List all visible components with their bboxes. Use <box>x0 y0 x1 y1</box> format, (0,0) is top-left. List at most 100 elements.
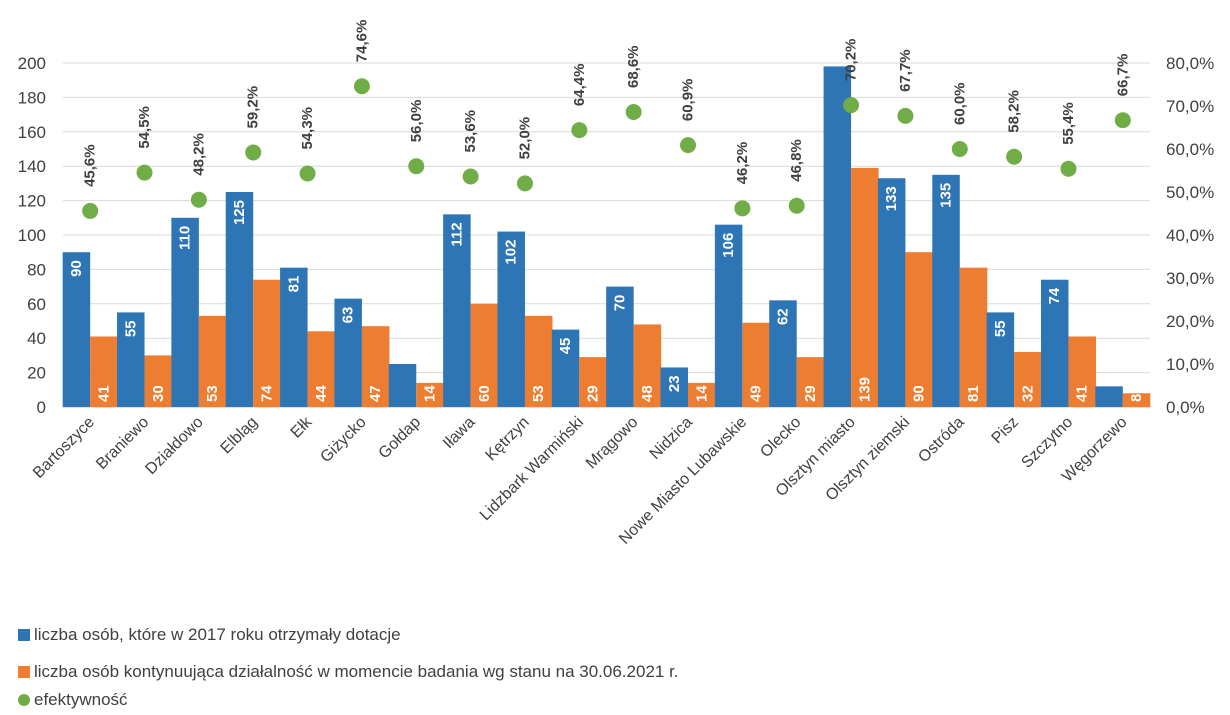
bar-label-kontynuacja: 32 <box>1019 385 1036 402</box>
bar-dotacje <box>660 367 689 407</box>
bar-dotacje <box>171 217 199 407</box>
point-label-efektywnosc: 45,6% <box>82 144 99 187</box>
bar-dotacje <box>334 298 362 407</box>
bar-dotacje <box>932 174 960 407</box>
y-right-tick-label: 20,0% <box>1166 312 1214 331</box>
bar-kontynuacja <box>579 357 607 407</box>
point-efektywnosc <box>951 141 968 157</box>
bar-kontynuacja <box>1122 393 1151 407</box>
point-label-efektywnosc: 68,6% <box>625 45 642 88</box>
category-label: Bartoszyce <box>30 414 98 482</box>
legend-label-dotacje: liczba osób, które w 2017 roku otrzymały… <box>34 625 401 644</box>
category-label: Szczytno <box>1018 414 1076 472</box>
bar-label-dotacje: 135 <box>938 183 955 208</box>
point-label-efektywnosc: 66,7% <box>1114 54 1131 97</box>
bar-label-kontynuacja: 74 <box>258 385 275 402</box>
point-label-efektywnosc: 52,0% <box>516 117 533 160</box>
bar-kontynuacja <box>633 324 662 407</box>
point-efektywnosc <box>843 97 860 114</box>
point-efektywnosc <box>1060 160 1077 177</box>
point-label-efektywnosc: 64,4% <box>571 64 588 107</box>
y-right-tick-label: 30,0% <box>1166 269 1214 288</box>
point-label-efektywnosc: 56,0% <box>408 100 425 143</box>
bar-kontynuacja <box>742 322 770 407</box>
bar-label-kontynuacja: 8 <box>1128 394 1145 402</box>
point-efektywnosc <box>353 78 370 95</box>
bar-dotacje <box>714 224 743 407</box>
bar-label-dotacje: 55 <box>992 320 1009 337</box>
bar-kontynuacja <box>144 355 173 407</box>
bar-label-dotacje: 70 <box>611 295 628 312</box>
bar-kontynuacja <box>1068 336 1096 407</box>
bar-dotacje <box>551 329 580 407</box>
point-label-efektywnosc: 54,5% <box>136 106 153 149</box>
bar-kontynuacja <box>688 382 716 407</box>
point-efektywnosc <box>680 137 697 154</box>
bar-label-kontynuacja: 139 <box>856 377 873 402</box>
bar-kontynuacja <box>198 315 227 407</box>
bar-kontynuacja <box>416 382 444 407</box>
bar-label-dotacje: 133 <box>883 186 900 211</box>
y-left-tick-label: 20 <box>27 364 46 383</box>
bar-label-kontynuacja: 53 <box>204 385 221 402</box>
bar-label-kontynuacja: 81 <box>965 385 982 402</box>
point-efektywnosc <box>245 144 262 161</box>
category-label: Gołdap <box>376 414 425 463</box>
bar-dotacje <box>606 286 634 407</box>
bar-label-dotacje: 125 <box>231 200 248 225</box>
y-right-tick-label: 40,0% <box>1166 226 1214 245</box>
bar-label-dotacje: 106 <box>720 233 737 258</box>
bar-dotacje <box>388 364 417 407</box>
point-label-efektywnosc: 46,8% <box>788 139 805 182</box>
bar-kontynuacja <box>253 279 281 407</box>
bar-kontynuacja <box>361 326 390 407</box>
point-efektywnosc <box>136 164 153 181</box>
bar-dotacje <box>280 267 308 407</box>
bar-label-kontynuacja: 60 <box>476 385 493 402</box>
category-label: Ełk <box>288 413 316 441</box>
point-label-efektywnosc: 60,0% <box>951 82 968 125</box>
point-efektywnosc <box>571 122 588 139</box>
legend-marker-green <box>18 694 30 706</box>
bar-dotacje <box>443 214 471 407</box>
point-efektywnosc <box>190 191 207 208</box>
point-efektywnosc <box>1114 112 1131 129</box>
point-label-efektywnosc: 67,7% <box>897 49 914 92</box>
bar-dotacje <box>497 231 525 407</box>
point-label-efektywnosc: 48,2% <box>190 133 207 176</box>
bar-label-kontynuacja: 90 <box>911 385 928 402</box>
bar-kontynuacja <box>959 267 988 407</box>
bar-label-dotacje: 112 <box>448 222 465 246</box>
point-efektywnosc <box>516 175 533 192</box>
bar-label-dotacje: 110 <box>177 226 194 250</box>
category-label: Działdowo <box>142 414 206 478</box>
point-label-efektywnosc: 46,2% <box>734 142 751 185</box>
point-label-efektywnosc: 59,2% <box>245 86 262 129</box>
bar-label-dotacje: 45 <box>557 338 574 355</box>
bar-label-dotacje: 63 <box>340 307 357 324</box>
category-label: Mrągowo <box>583 414 642 473</box>
category-label: Elbląg <box>218 414 261 457</box>
bar-kontynuacja <box>905 252 933 407</box>
bar-label-kontynuacja: 30 <box>150 385 167 402</box>
point-efektywnosc <box>734 200 751 217</box>
point-efektywnosc <box>788 197 805 214</box>
bar-label-kontynuacja: 49 <box>748 385 765 402</box>
bar-dotacje <box>1040 279 1069 407</box>
point-efektywnosc <box>462 168 479 185</box>
bar-kontynuacja <box>851 167 879 407</box>
bar-label-kontynuacja: 14 <box>422 385 439 402</box>
bar-kontynuacja <box>1014 351 1042 407</box>
legend-label-efektywnosc: efektywność <box>34 690 128 709</box>
point-label-efektywnosc: 74,6% <box>353 20 370 63</box>
bar-label-dotacje: 23 <box>666 375 683 392</box>
bar-label-dotacje: 62 <box>774 308 791 325</box>
point-efektywnosc <box>897 107 914 124</box>
y-right-tick-label: 70,0% <box>1166 97 1214 116</box>
bar-dotacje <box>823 66 852 407</box>
y-left-tick-label: 0 <box>37 398 46 417</box>
y-right-tick-label: 60,0% <box>1166 140 1214 159</box>
bar-label-kontynuacja: 48 <box>639 385 656 402</box>
